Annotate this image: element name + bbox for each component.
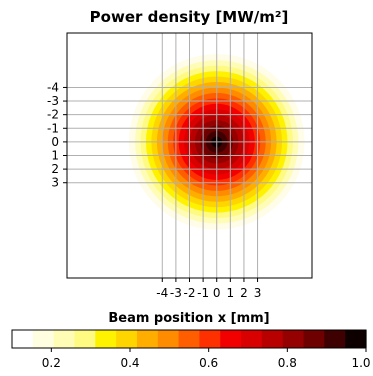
x-axis-label: Beam position x [mm]	[108, 311, 269, 326]
colorbar-segment	[116, 330, 138, 348]
x-tick-label: 2	[240, 286, 248, 300]
colorbar-ticks: 0.2 0.4 0.6 0.8 1.0	[42, 348, 371, 370]
colorbar-segment	[303, 330, 325, 348]
x-tick-label: 3	[254, 286, 262, 300]
colorbar-segment	[157, 330, 180, 348]
colorbar-segment	[261, 330, 284, 348]
x-tick-label: 0	[213, 286, 221, 300]
y-tick-label: -2	[47, 108, 59, 122]
x-tick-label: -1	[197, 286, 209, 300]
colorbar-tick-label: 0.8	[278, 356, 297, 370]
colorbar	[11, 329, 367, 349]
y-tick-label: -3	[47, 94, 59, 108]
colorbar-segment	[12, 330, 34, 348]
chart-title: Power density [MW/m²]	[90, 8, 289, 26]
colorbar-segment	[74, 330, 96, 348]
x-tick-label: -4	[156, 286, 168, 300]
colorbar-segment	[178, 330, 201, 348]
y-tick-label: -1	[47, 121, 59, 135]
colorbar-segment	[53, 330, 76, 348]
colorbar-segment	[220, 330, 242, 348]
colorbar-frame	[11, 329, 367, 349]
colorbar-segment	[345, 330, 367, 348]
y-tick-label: 2	[51, 162, 59, 176]
y-tick-label: 1	[51, 149, 59, 163]
x-tick-label: -3	[170, 286, 182, 300]
colorbar-tick-label: 1.0	[351, 356, 370, 370]
x-axis-ticks: -4 -3 -2 -1 0 1 2 3	[156, 278, 261, 300]
grid-lines	[67, 33, 312, 278]
colorbar-tick-label: 0.2	[42, 356, 61, 370]
colorbar-segment	[95, 330, 117, 348]
colorbar-segment	[32, 330, 55, 348]
colorbar-segment	[324, 330, 346, 348]
x-tick-label: 1	[227, 286, 235, 300]
y-tick-label: -4	[47, 80, 59, 94]
y-tick-label: 0	[51, 135, 59, 149]
colorbar-segment	[136, 330, 159, 348]
x-tick-label: -2	[184, 286, 196, 300]
colorbar-tick-label: 0.6	[199, 356, 218, 370]
y-tick-label: 3	[51, 176, 59, 190]
colorbar-segment	[199, 330, 221, 348]
colorbar-segment	[282, 330, 305, 348]
colorbar-segment	[241, 330, 263, 348]
colorbar-tick-label: 0.4	[120, 356, 139, 370]
